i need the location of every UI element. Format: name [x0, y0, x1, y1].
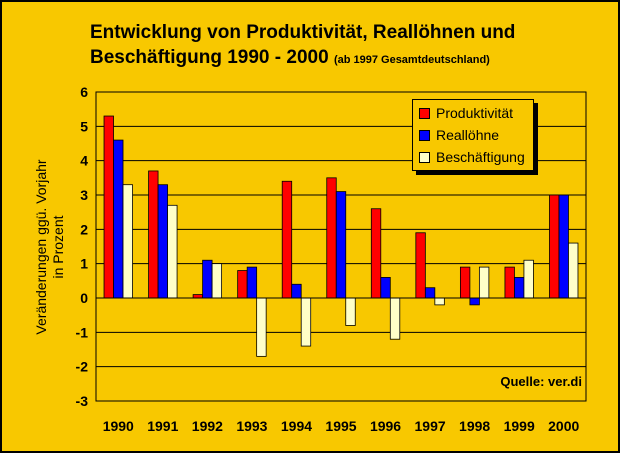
legend-item-realloehne: Reallöhne	[419, 124, 533, 146]
bar-reallöhne	[202, 259, 213, 299]
bar-beschäftigung	[211, 263, 223, 299]
x-tick-label: 1990	[103, 418, 134, 434]
legend-swatch-produktivitaet	[419, 107, 430, 119]
chart-subtitle: (ab 1997 Gesamtdeutschland)	[333, 54, 490, 66]
bar-reallöhne	[469, 297, 480, 306]
x-tick-label: 1996	[370, 418, 401, 434]
x-tick-label: 1991	[147, 418, 178, 434]
legend-label-beschaeftigung: Beschäftigung	[436, 149, 525, 165]
x-tick-label: 2000	[548, 418, 579, 434]
bar-reallöhne	[291, 283, 302, 299]
y-tick-label: -1	[76, 324, 89, 340]
source-annotation: Quelle: ver.di	[500, 374, 582, 389]
bar-reallöhne	[335, 191, 347, 299]
bar-produktivität	[237, 270, 248, 299]
bar-produktivität	[281, 180, 293, 299]
plot-area	[95, 91, 587, 402]
bar-reallöhne	[558, 194, 569, 299]
bar-produktivität	[326, 177, 337, 299]
x-tick-label: 1992	[192, 418, 223, 434]
bar-produktivität	[148, 170, 159, 299]
x-tick-label: 1994	[281, 418, 312, 434]
bar-beschäftigung	[478, 266, 490, 299]
bar-produktivität	[549, 194, 560, 299]
bar-beschäftigung	[568, 242, 579, 299]
legend-swatch-realloehne	[419, 129, 430, 141]
bar-produktivität	[415, 232, 426, 299]
y-tick-label: 1	[80, 256, 88, 272]
legend-label-realloehne: Reallöhne	[436, 127, 500, 143]
y-tick-label: 5	[80, 118, 88, 134]
bar-produktivität	[103, 115, 114, 299]
chart-title: Entwicklung von Produktivität, Reallöhne…	[90, 20, 515, 73]
bar-reallöhne	[157, 184, 168, 299]
bar-produktivität	[459, 266, 471, 299]
legend: Produktivität Reallöhne Beschäftigung	[412, 99, 534, 171]
bar-beschäftigung	[345, 297, 356, 326]
x-tick-label: 1993	[236, 418, 267, 434]
bar-beschäftigung	[167, 204, 178, 299]
y-tick-label: 6	[80, 84, 88, 100]
bar-produktivität	[504, 266, 515, 299]
bar-produktivität	[192, 294, 204, 299]
bar-reallöhne	[113, 139, 124, 299]
chart-title-line2-text: Beschäftigung 1990 - 2000	[90, 47, 329, 68]
x-tick-label: 1999	[504, 418, 535, 434]
bar-reallöhne	[424, 287, 436, 299]
bar-reallöhne	[380, 276, 391, 299]
y-tick-label: 0	[80, 290, 88, 306]
bar-beschäftigung	[300, 297, 312, 347]
bar-beschäftigung	[122, 184, 133, 299]
chart-title-line1: Entwicklung von Produktivität, Reallöhne…	[90, 22, 516, 43]
y-tick-label: -3	[76, 393, 89, 409]
y-tick-label: -2	[76, 359, 89, 375]
chart-title-line2: Beschäftigung 1990 - 2000 (ab 1997 Gesam…	[90, 45, 515, 73]
legend-item-beschaeftigung: Beschäftigung	[419, 146, 533, 168]
y-tick-label: 4	[80, 153, 88, 169]
x-tick-label: 1995	[325, 418, 356, 434]
x-tick-label: 1998	[459, 418, 490, 434]
bar-reallöhne	[246, 266, 258, 299]
legend-item-produktivitaet: Produktivität	[419, 102, 533, 124]
bar-beschäftigung	[434, 297, 445, 306]
bar-reallöhne	[514, 276, 525, 299]
x-tick-label: 1997	[415, 418, 446, 434]
bar-produktivität	[370, 208, 382, 299]
legend-swatch-beschaeftigung	[419, 151, 430, 163]
bar-beschäftigung	[256, 297, 267, 357]
bar-beschäftigung	[523, 259, 534, 299]
y-tick-label: 2	[80, 221, 88, 237]
bar-beschäftigung	[389, 297, 401, 340]
legend-label-produktivitaet: Produktivität	[436, 105, 514, 121]
y-tick-label: 3	[80, 187, 88, 203]
